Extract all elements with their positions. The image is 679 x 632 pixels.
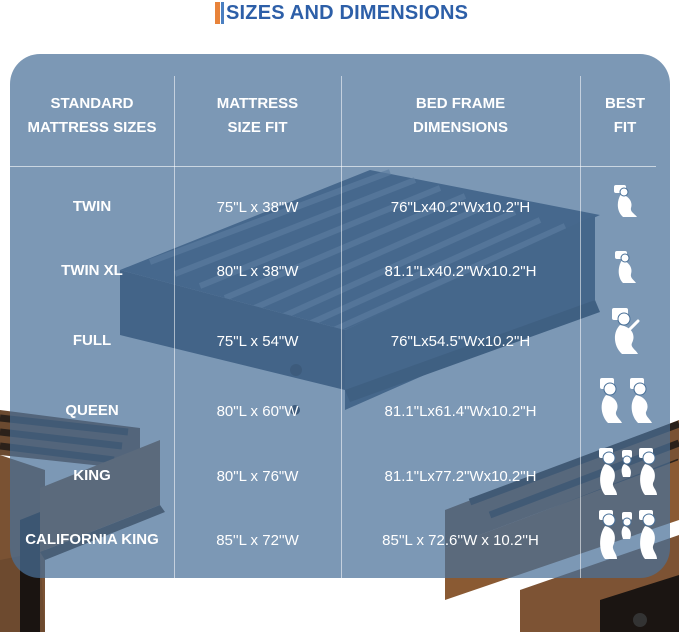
row-king-name: KING (73, 467, 111, 484)
column-divider (341, 76, 342, 578)
single-sleeper-wide-icon (602, 304, 650, 358)
row-twin-xl-mattress: 80"L x 38"W (216, 263, 299, 280)
title-bar: SIZES AND DIMENSIONS (0, 0, 679, 30)
row-twin-name: TWIN (72, 198, 112, 215)
row-full-name: FULL (72, 332, 112, 349)
single-sleeper-icon (606, 248, 646, 286)
header-line: SIZE FIT (227, 119, 288, 136)
header-line: DIMENSIONS (412, 119, 508, 136)
header-line: MATTRESS SIZES (27, 119, 157, 136)
row-full-mattress: 75"L x 54"W (216, 333, 299, 350)
sizes-table-panel: STANDARD MATTRESS SIZES MATTRESS SIZE FI… (10, 54, 670, 578)
title-accent-blue (221, 2, 224, 24)
row-king-mattress: 80"L x 76"W (216, 468, 299, 485)
header-best-fit: BEST FIT (580, 92, 670, 140)
row-full-frame: 76"Lx54.5"Wx10.2"H (390, 333, 531, 350)
row-twin-frame: 76"Lx40.2"Wx10.2"H (390, 199, 531, 216)
header-line: STANDARD (50, 95, 134, 112)
title-accent-orange (215, 2, 220, 24)
family-sleepers-icon (594, 444, 666, 498)
family-sleepers-icon (594, 506, 666, 562)
single-sleeper-icon (606, 182, 646, 220)
row-king-frame: 81.1"Lx77.2"Wx10.2"H (384, 468, 537, 485)
header-standard-mattress-sizes: STANDARD MATTRESS SIZES (10, 92, 174, 140)
header-bed-frame-dimensions: BED FRAME DIMENSIONS (341, 92, 580, 140)
row-twin-xl-name: TWIN XL (61, 262, 123, 279)
row-queen-name: QUEEN (65, 402, 119, 419)
header-line: FIT (613, 119, 637, 136)
header-line: BED FRAME (415, 95, 506, 112)
column-divider (174, 76, 175, 578)
column-divider (580, 76, 581, 578)
row-california-king-frame: 85''L x 72.6''W x 10.2''H (382, 532, 539, 549)
header-divider (10, 166, 656, 167)
row-queen-frame: 81.1"Lx61.4"Wx10.2"H (384, 403, 537, 420)
header-line: BEST (604, 95, 645, 112)
row-twin-xl-frame: 81.1"Lx40.2"Wx10.2"H (384, 263, 537, 280)
row-california-king-mattress: 85''L x 72''W (216, 532, 299, 549)
header-line: MATTRESS (216, 95, 299, 112)
page-title: SIZES AND DIMENSIONS (226, 2, 469, 24)
two-sleepers-icon (596, 374, 660, 426)
row-california-king-name: CALIFORNIA KING (25, 531, 159, 548)
header-mattress-size-fit: MATTRESS SIZE FIT (174, 92, 341, 140)
row-twin-mattress: 75"L x 38"W (216, 199, 299, 216)
row-queen-mattress: 80"L x 60"W (216, 403, 299, 420)
